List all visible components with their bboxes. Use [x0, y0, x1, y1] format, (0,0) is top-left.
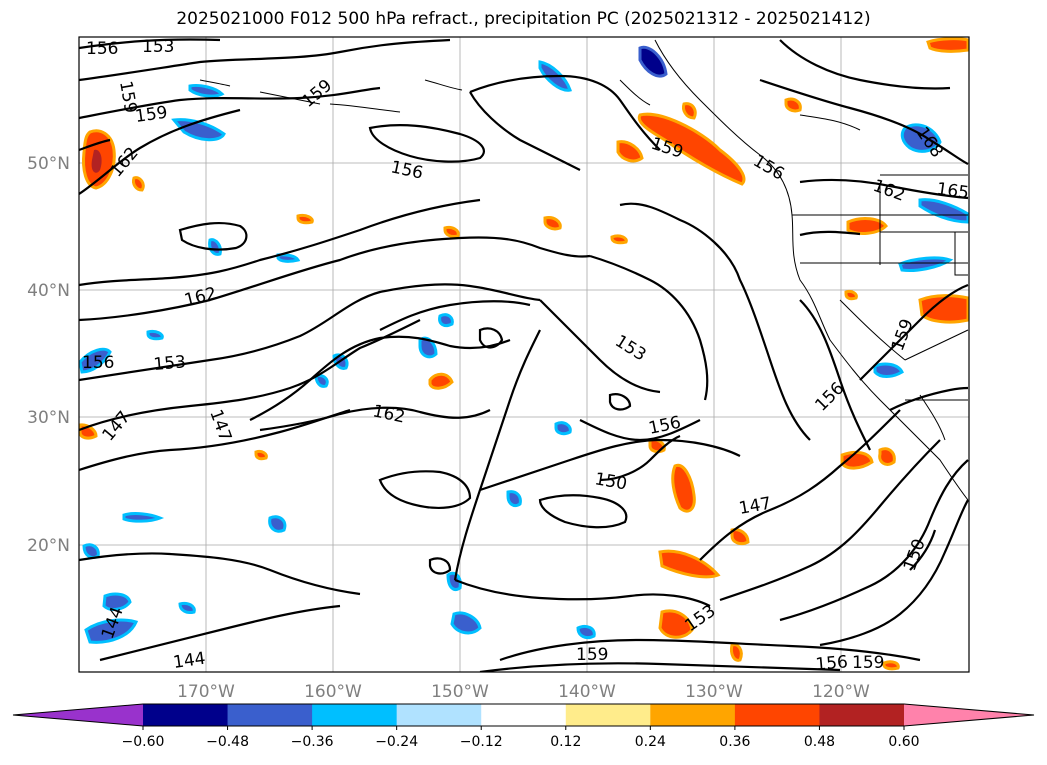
colorbar-tick-label: 0.12 — [550, 734, 581, 750]
precip-area — [682, 102, 697, 120]
colorbar-segment — [650, 704, 736, 726]
precip-area — [610, 234, 628, 245]
precip-area — [296, 214, 314, 225]
longitude-labels: 170°W 160°W 150°W 140°W 130°W 120°W — [177, 682, 870, 702]
precip-area — [671, 463, 696, 513]
precip-area — [878, 447, 896, 466]
contour-label: 165 — [935, 179, 970, 203]
precip-area — [648, 438, 666, 454]
colorbar-tick-label: −0.12 — [460, 734, 503, 750]
colorbar-tick-label: −0.36 — [291, 734, 334, 750]
colorbar-segment — [565, 704, 651, 726]
precip-area — [446, 571, 462, 591]
longitude-label: 140°W — [558, 682, 616, 702]
precip-area — [554, 421, 572, 436]
precip-area — [82, 543, 100, 560]
colorbar-tick-label: 0.60 — [888, 734, 919, 750]
precip-area — [178, 602, 196, 614]
colorbar-extend-low — [13, 704, 143, 726]
precip-area — [844, 290, 858, 301]
longitude-label: 130°W — [685, 682, 743, 702]
contour-label: 153 — [142, 37, 174, 57]
coastlines — [199, 39, 969, 501]
precipitation-shading — [79, 37, 969, 671]
contour-label: 144 — [172, 649, 207, 673]
precip-area — [438, 313, 454, 328]
latitude-label: 40°N — [27, 281, 70, 301]
precip-area — [873, 362, 904, 378]
precip-area — [132, 176, 145, 192]
precip-area — [254, 450, 268, 461]
precip-area — [84, 618, 139, 644]
precip-area — [208, 238, 222, 256]
precip-area — [882, 660, 900, 671]
precip-area — [638, 45, 668, 78]
precip-area — [506, 490, 522, 508]
precip-area — [418, 336, 438, 359]
precip-area — [450, 611, 482, 635]
precip-area — [314, 374, 329, 388]
longitude-label: 170°W — [177, 682, 235, 702]
height-contours — [79, 38, 969, 672]
precip-area — [276, 253, 301, 263]
latitude-label: 20°N — [27, 536, 70, 556]
latitude-label: 50°N — [27, 154, 70, 174]
colorbar-tick-label: 0.24 — [635, 734, 666, 750]
map-panel: 156 153 159 159 162 156 162 153 156 147 … — [78, 36, 970, 675]
colorbar-segment — [227, 704, 313, 726]
precip-area — [146, 330, 164, 341]
latitude-labels: 50°N 40°N 30°N 20°N — [27, 154, 70, 556]
precip-area — [898, 256, 954, 272]
colorbar-segment — [143, 704, 229, 726]
precip-area — [91, 149, 102, 173]
precip-area — [918, 198, 969, 224]
contour-label: 153 — [153, 352, 187, 375]
map-frame — [78, 36, 970, 673]
precip-area — [926, 37, 969, 53]
contour-label: 156 — [82, 353, 114, 373]
map-title: 2025021000 F012 500 hPa refract., precip… — [176, 9, 871, 29]
precip-area — [443, 226, 460, 238]
precip-area — [900, 123, 942, 153]
precip-area — [171, 118, 226, 142]
precip-area — [730, 528, 750, 546]
colorbar-extend-high — [904, 704, 1034, 726]
precip-area — [784, 97, 802, 113]
colorbar-tick-label: 0.36 — [719, 734, 750, 750]
contour-label: 156 — [86, 39, 118, 59]
colorbar-segment — [819, 704, 905, 726]
precip-area — [658, 609, 694, 639]
contour-label: 156 — [815, 652, 849, 675]
colorbar-tick-label: 0.48 — [804, 734, 835, 750]
precip-area — [188, 84, 225, 98]
precip-area — [122, 512, 165, 523]
longitude-label: 120°W — [812, 682, 870, 702]
precip-area — [616, 140, 644, 163]
precip-area — [543, 216, 562, 231]
contour-label: 159 — [576, 645, 608, 665]
colorbar-segment — [481, 704, 567, 726]
precip-area — [576, 624, 596, 640]
precip-area — [268, 515, 287, 533]
colorbar-segment — [734, 704, 820, 726]
longitude-label: 160°W — [304, 682, 362, 702]
precip-area — [730, 643, 743, 662]
contour-label: 159 — [852, 653, 884, 673]
precip-area — [428, 372, 454, 390]
latitude-label: 30°N — [27, 408, 70, 428]
precip-area — [79, 347, 112, 374]
colorbar-segment — [396, 704, 482, 726]
precip-area — [658, 549, 721, 579]
precip-area — [102, 592, 132, 611]
precip-area — [637, 112, 746, 186]
contour-label: 159 — [134, 103, 169, 127]
colorbar-tick-label: −0.60 — [122, 734, 165, 750]
colorbar-tick-label: −0.24 — [375, 734, 418, 750]
precip-area — [918, 294, 969, 324]
longitude-label: 150°W — [431, 682, 489, 702]
colorbar-tick-label: −0.48 — [206, 734, 249, 750]
colorbar-segment — [312, 704, 398, 726]
colorbar: −0.60 −0.48 −0.36 −0.24 −0.12 0.12 0.24 0.36 0.4… — [12, 703, 1035, 750]
